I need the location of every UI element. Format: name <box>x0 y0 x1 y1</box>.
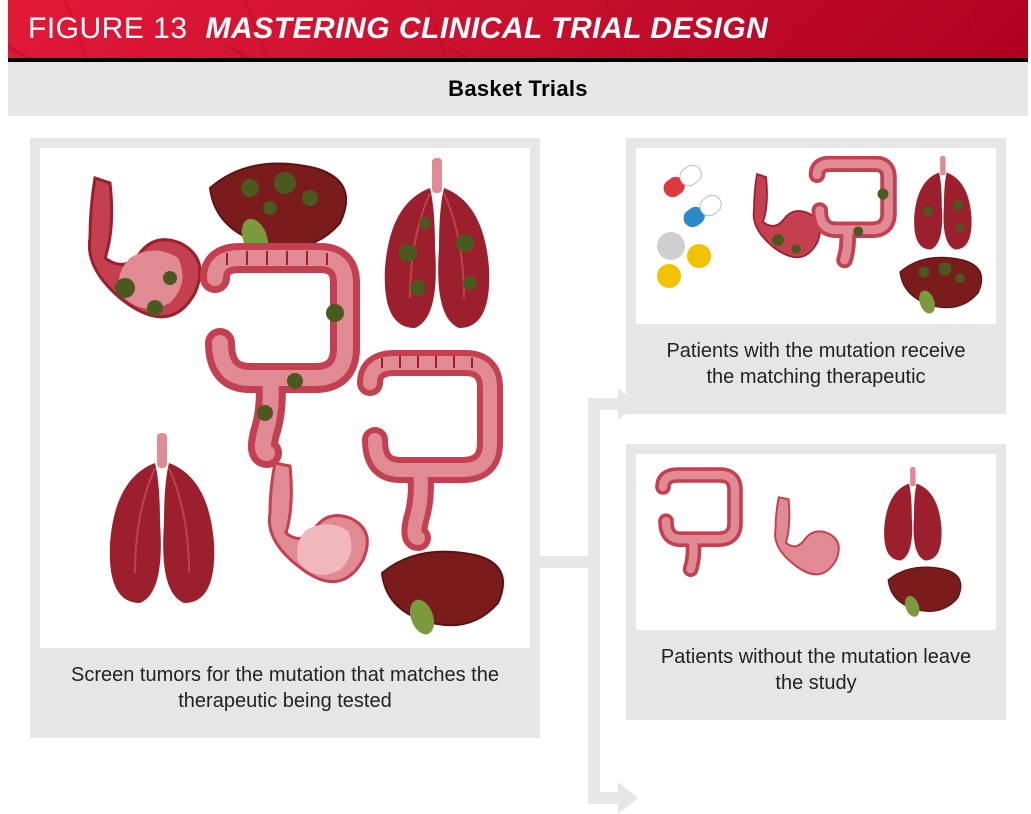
figure-container: FIGURE 13 MASTERING CLINICAL TRIAL DESIG… <box>8 0 1028 760</box>
organs-without-mutation-icon <box>646 462 986 622</box>
panel-with-mutation-caption: Patients with the mutation receive the m… <box>636 324 996 404</box>
panel-without-mutation: Patients without the mutation leave the … <box>626 444 1006 720</box>
connector-stem <box>540 556 600 568</box>
content-area: Screen tumors for the mutation that matc… <box>8 116 1028 760</box>
pills-icon <box>657 162 725 288</box>
connector-bottom-branch <box>588 792 620 804</box>
organs-with-mutation-icon <box>646 156 986 316</box>
figure-number: FIGURE 13 <box>28 12 188 46</box>
figure-header: FIGURE 13 MASTERING CLINICAL TRIAL DESIG… <box>8 0 1028 58</box>
panel-with-mutation: Patients with the mutation receive the m… <box>626 138 1006 414</box>
figure-title: MASTERING CLINICAL TRIAL DESIGN <box>206 12 769 46</box>
panel-without-mutation-image <box>636 454 996 630</box>
panel-screen-caption: Screen tumors for the mutation that matc… <box>40 648 530 728</box>
arrow-top-icon <box>618 388 638 420</box>
panel-screen-image <box>40 148 530 648</box>
left-column: Screen tumors for the mutation that matc… <box>30 138 540 738</box>
organs-screen-icon <box>50 158 520 638</box>
panel-with-mutation-image <box>636 148 996 324</box>
connector-top-branch <box>588 398 620 410</box>
panel-without-mutation-caption: Patients without the mutation leave the … <box>636 630 996 710</box>
panel-screen: Screen tumors for the mutation that matc… <box>30 138 540 738</box>
sub-header-text: Basket Trials <box>448 76 588 101</box>
right-column: Patients with the mutation receive the m… <box>626 138 1006 738</box>
connector-vertical <box>588 404 600 804</box>
arrow-bottom-icon <box>618 782 638 814</box>
sub-header: Basket Trials <box>8 62 1028 116</box>
